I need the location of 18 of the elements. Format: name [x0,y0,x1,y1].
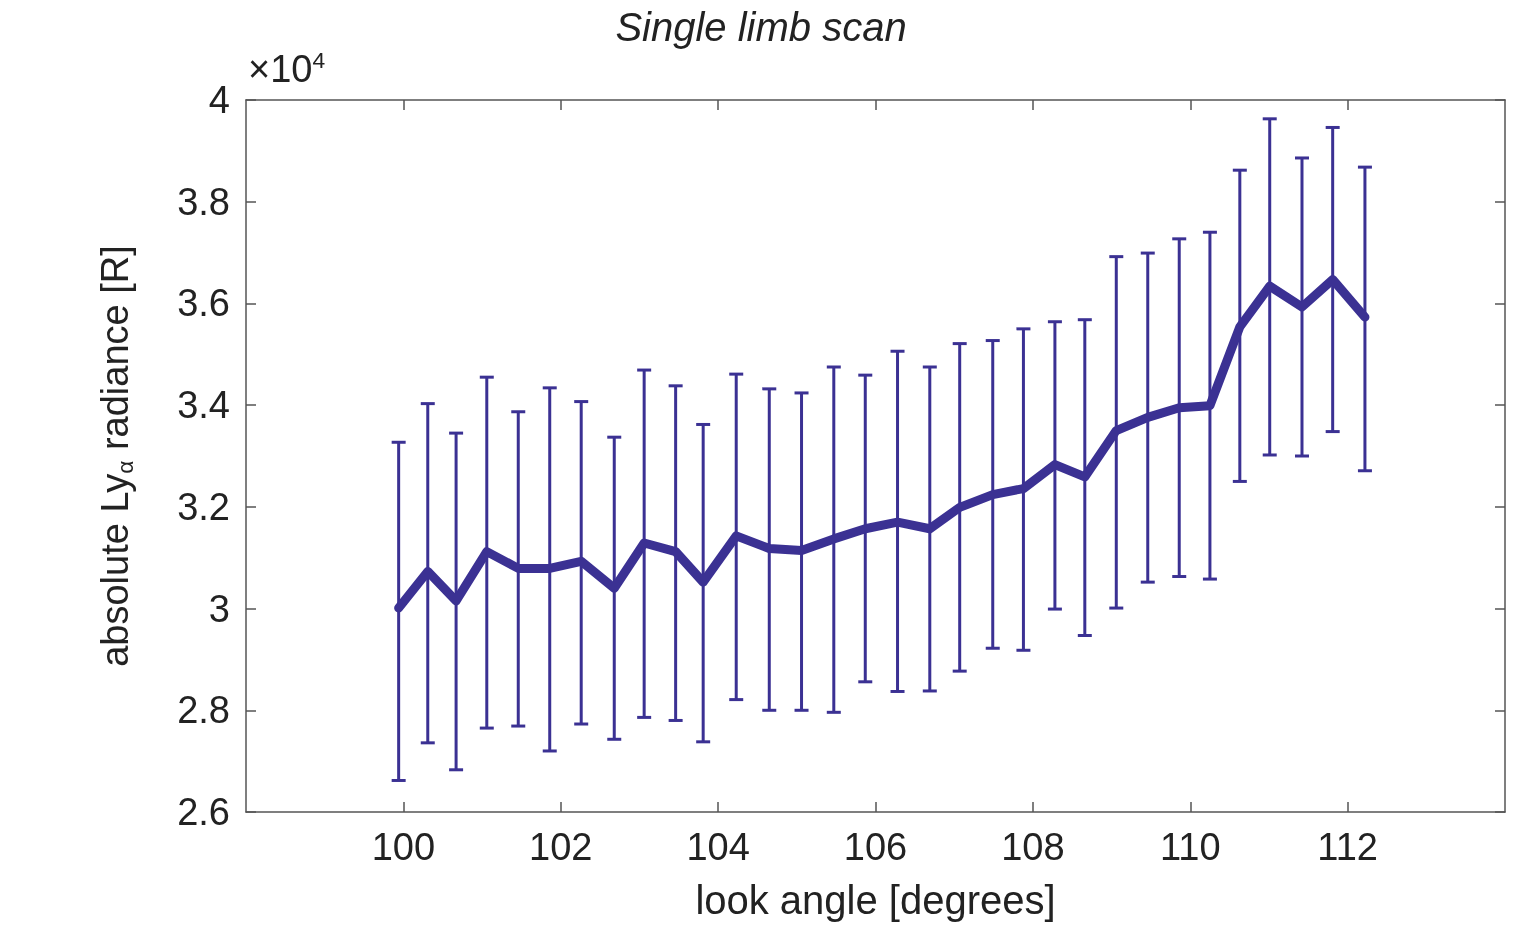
y-tick-label: 4 [208,79,230,121]
x-tick-label: 106 [843,826,908,868]
x-tick-label: 108 [1001,826,1065,868]
y-tick-label: 2.8 [177,689,230,732]
y-tick-label: 3.4 [177,384,230,427]
x-tick-label: 112 [1317,826,1378,868]
y-tick-label: 3.8 [177,180,230,223]
x-tick-label: 110 [1159,826,1221,868]
x-tick-label: 100 [371,826,436,868]
y-tick-label: 2.6 [177,791,230,833]
x-tick-label: 104 [686,826,750,868]
x-axis-title: look angle [degrees] [695,878,1056,922]
chart-title: Single limb scan [615,5,907,49]
y-tick-label: 3.6 [177,282,230,325]
y-tick-label: 3.2 [177,485,230,528]
x-tick-label: 102 [529,826,593,868]
y-axis-title: absolute Lyα radiance [R] [94,245,138,667]
y-tick-label: 3 [208,587,230,630]
